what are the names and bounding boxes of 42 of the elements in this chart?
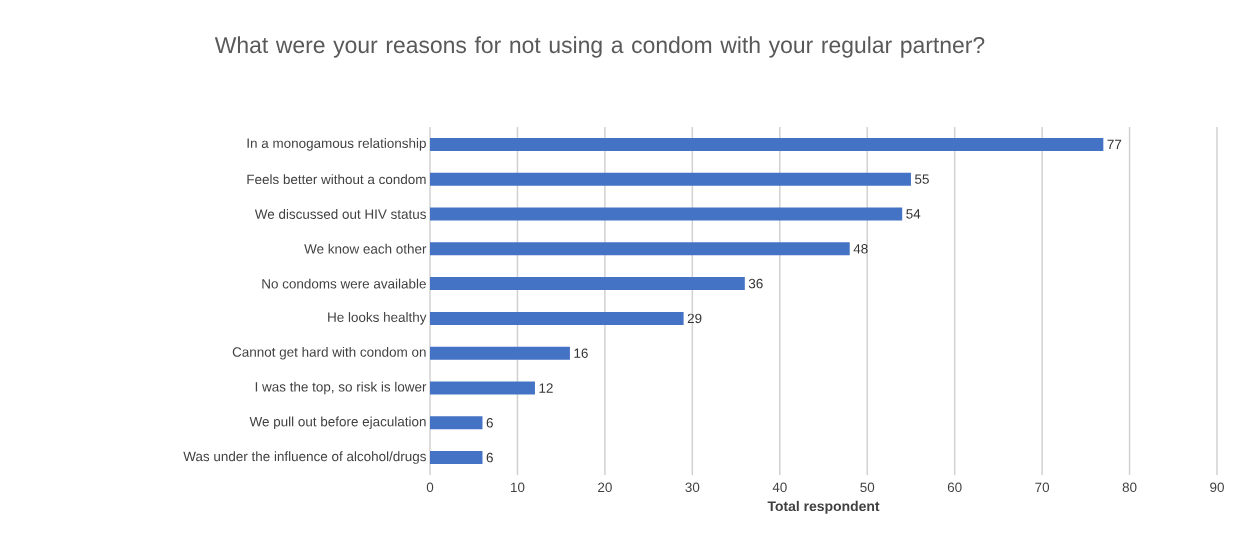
- x-tick-label: 40: [772, 482, 787, 493]
- y-tick-label: We discussed out HIV status: [254, 209, 426, 219]
- y-tick-label: I was the top, so risk is lower: [255, 381, 427, 395]
- y-tick-label: Feels better without a condom: [247, 174, 426, 185]
- data-label: 12: [539, 383, 553, 393]
- chart-title: What were your reasons for not using a condom with your regular partner?: [214, 36, 985, 58]
- x-axis-title: Total respondent: [767, 500, 880, 514]
- bar: [430, 311, 684, 325]
- y-tick-label: No condoms were available: [262, 278, 426, 289]
- y-tick-label: Cannot get hard with condom on: [232, 346, 426, 360]
- bar: [430, 207, 903, 221]
- x-tick-label: 70: [1035, 482, 1050, 493]
- data-label: 48: [853, 244, 868, 254]
- data-label: 29: [687, 313, 702, 324]
- bar: [430, 172, 911, 186]
- data-label: 77: [1107, 139, 1122, 150]
- data-label: 55: [915, 174, 929, 184]
- bar: [430, 277, 745, 291]
- data-label: 16: [574, 348, 588, 358]
- data-label: 6: [486, 452, 493, 463]
- bar: [430, 346, 570, 360]
- y-tick-label: We know each other: [304, 243, 427, 254]
- y-tick-label: He looks healthy: [328, 312, 427, 325]
- bar: [430, 451, 483, 465]
- data-label: 36: [748, 278, 763, 289]
- y-tick-label: We pull out before ejaculation: [249, 416, 426, 430]
- bar: [430, 137, 1104, 151]
- y-tick-label: In a monogamous relationship: [247, 138, 426, 151]
- x-tick-label: 30: [685, 482, 700, 493]
- bar: [430, 242, 850, 256]
- x-tick-label: 0: [426, 482, 434, 493]
- bar: [430, 416, 483, 430]
- x-tick-label: 60: [947, 482, 962, 493]
- y-tick-label: Was under the influence of alcohol/drugs: [183, 451, 426, 464]
- x-tick-label: 20: [598, 482, 612, 493]
- bar: [430, 381, 535, 395]
- x-tick-label: 10: [511, 482, 525, 493]
- x-tick-label: 50: [860, 482, 875, 493]
- x-tick-label: 90: [1210, 482, 1224, 493]
- data-label: 6: [486, 418, 493, 428]
- data-label: 54: [906, 209, 921, 219]
- x-tick-label: 80: [1122, 482, 1137, 493]
